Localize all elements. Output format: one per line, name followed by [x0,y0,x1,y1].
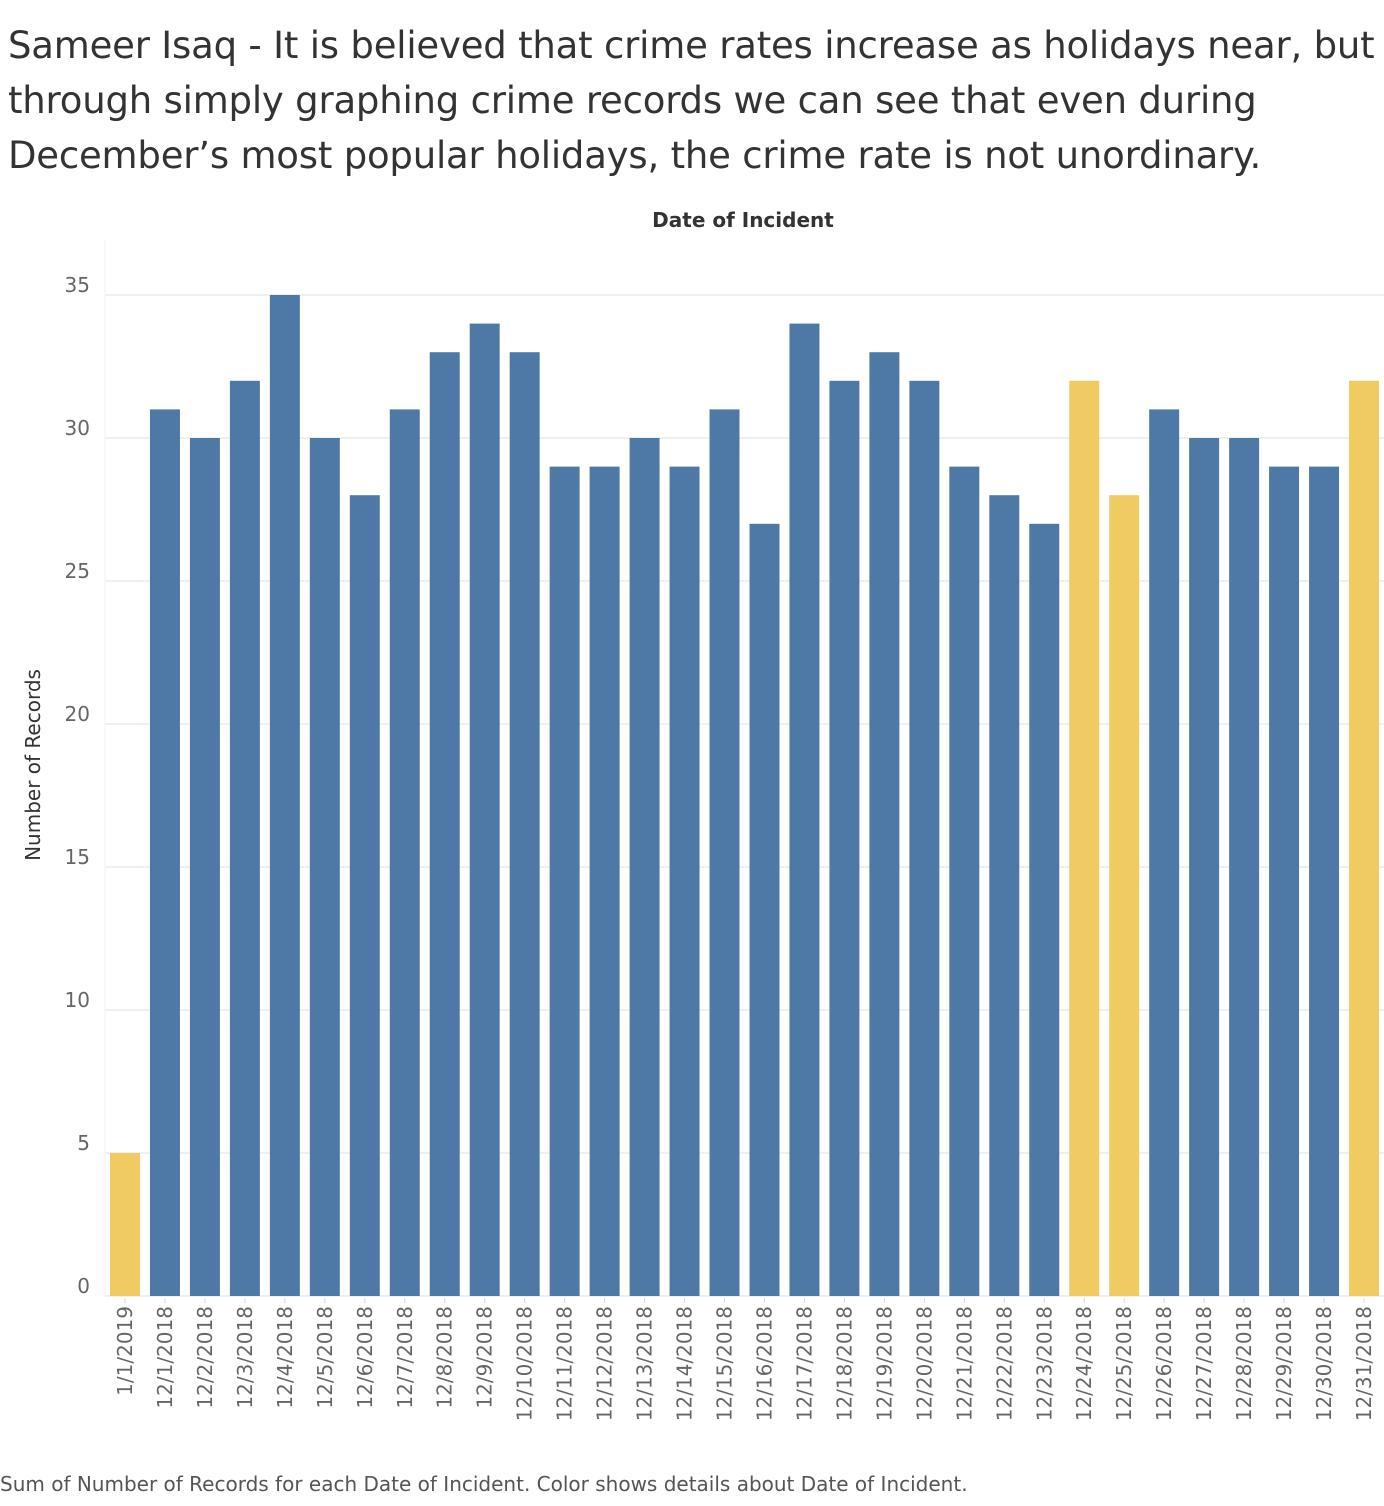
x-tick-label: 12/18/2018 [832,1306,856,1421]
bar-12-31-2018[interactable] [1349,380,1380,1296]
x-tick-label: 12/26/2018 [1152,1306,1176,1421]
y-tick-label: 35 [65,273,90,297]
bar-12-3-2018[interactable] [229,380,260,1296]
x-tick-label: 12/22/2018 [992,1306,1016,1421]
x-tick-label: 12/1/2018 [153,1306,177,1409]
bar-12-7-2018[interactable] [389,409,420,1296]
bar-12-24-2018[interactable] [1069,380,1100,1296]
x-tick-label: 12/3/2018 [233,1306,257,1409]
bars [109,295,1380,1297]
y-axis-ticks: 0 5 10 15 20 25 30 35 [65,273,90,1298]
x-tick-label: 12/17/2018 [792,1306,816,1421]
x-tick-label: 12/7/2018 [393,1306,417,1409]
bar-12-30-2018[interactable] [1309,466,1340,1297]
x-tick-label: 1/1/2019 [113,1306,137,1396]
bar-12-17-2018[interactable] [789,323,820,1297]
bar-12-2-2018[interactable] [189,438,220,1296]
x-tick-label: 12/24/2018 [1072,1306,1096,1421]
bar-12-25-2018[interactable] [1109,495,1140,1296]
y-tick-label: 10 [65,988,90,1012]
x-tick-label: 12/19/2018 [872,1306,896,1421]
x-tick-label: 12/20/2018 [912,1306,936,1421]
y-tick-label: 15 [65,845,90,869]
bar-12-28-2018[interactable] [1229,438,1260,1296]
bar-12-22-2018[interactable] [989,495,1020,1296]
bar-12-16-2018[interactable] [749,523,780,1296]
chart-title: Sameer Isaq - It is believed that crime … [8,24,1375,177]
y-tick-label: 25 [65,559,90,583]
x-tick-label: 12/30/2018 [1312,1306,1336,1421]
bar-12-27-2018[interactable] [1189,438,1220,1296]
bar-12-20-2018[interactable] [909,380,940,1296]
bar-12-8-2018[interactable] [429,352,460,1296]
x-tick-label: 12/16/2018 [752,1306,776,1421]
y-tick-label: 5 [77,1131,90,1155]
x-axis-title: Date of Incident [652,208,834,232]
x-tick-label: 12/12/2018 [593,1306,617,1421]
bar-chart: 0 5 10 15 20 25 30 35 1/1/2019 12/1/2018 12/2/201… [21,208,1384,1421]
bar-12-9-2018[interactable] [469,323,500,1297]
x-tick-label: 12/2/2018 [193,1306,217,1409]
bar-12-4-2018[interactable] [269,295,300,1296]
bar-1-1-2019[interactable] [109,1153,140,1296]
bar-12-10-2018[interactable] [509,352,540,1296]
x-tick-label: 12/25/2018 [1112,1306,1136,1421]
bar-12-5-2018[interactable] [309,438,340,1296]
bar-12-19-2018[interactable] [869,352,900,1296]
bar-12-12-2018[interactable] [589,466,620,1297]
bar-12-18-2018[interactable] [829,380,860,1296]
x-tick-label: 12/13/2018 [633,1306,657,1421]
x-tick-label: 12/11/2018 [553,1306,577,1421]
bar-12-13-2018[interactable] [629,438,660,1296]
x-tick-label: 12/9/2018 [473,1306,497,1409]
x-tick-label: 12/6/2018 [353,1306,377,1409]
x-tick-label: 12/14/2018 [673,1306,697,1421]
x-tick-label: 12/29/2018 [1272,1306,1296,1421]
x-tick-label: 12/27/2018 [1192,1306,1216,1421]
x-tick-label: 12/28/2018 [1232,1306,1256,1421]
x-tick-label: 12/8/2018 [433,1306,457,1409]
bar-12-6-2018[interactable] [349,495,380,1296]
bar-12-15-2018[interactable] [709,409,740,1296]
x-tick-label: 12/23/2018 [1032,1306,1056,1421]
bar-12-29-2018[interactable] [1269,466,1300,1297]
bar-12-23-2018[interactable] [1029,523,1060,1296]
y-tick-label: 0 [77,1274,90,1298]
x-tick-label: 12/15/2018 [713,1306,737,1421]
bar-12-14-2018[interactable] [669,466,700,1297]
x-tick-label: 12/21/2018 [952,1306,976,1421]
x-tick-label: 12/31/2018 [1352,1306,1376,1421]
y-axis-title: Number of Records [21,669,45,861]
bar-12-21-2018[interactable] [949,466,980,1297]
chart-caption: Sum of Number of Records for each Date o… [0,1472,968,1496]
x-tick-label: 12/5/2018 [313,1306,337,1409]
y-tick-label: 20 [65,702,90,726]
bar-12-11-2018[interactable] [549,466,580,1297]
x-tick-label: 12/10/2018 [513,1306,537,1421]
x-tick-label: 12/4/2018 [273,1306,297,1409]
bar-12-26-2018[interactable] [1149,409,1180,1296]
y-tick-label: 30 [65,416,90,440]
bar-12-1-2018[interactable] [149,409,180,1296]
x-axis-ticks: 1/1/2019 12/1/2018 12/2/2018 12/3/2018 12/4/… [113,1298,1376,1421]
